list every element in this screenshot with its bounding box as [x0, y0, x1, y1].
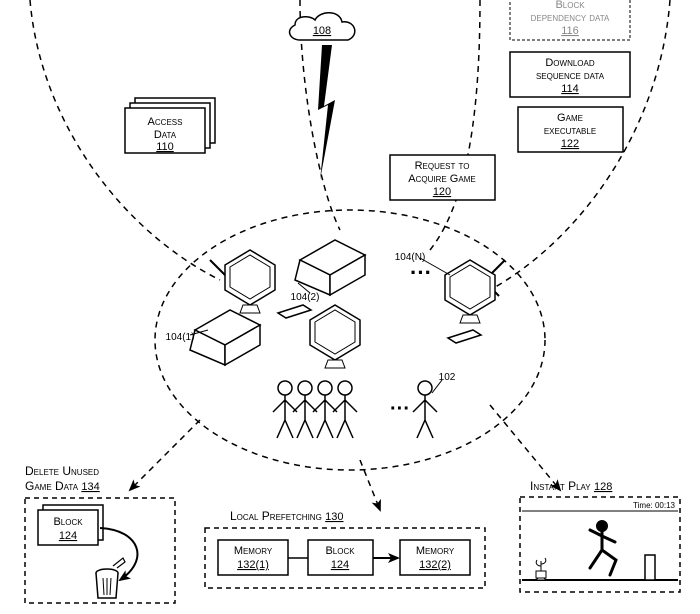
lightning-icon — [318, 45, 335, 180]
arrow-to-instant — [490, 405, 560, 490]
arrow-to-delete — [130, 420, 200, 490]
access-data-box: Access Data 110 — [125, 98, 215, 153]
arrow-to-prefetch — [360, 460, 380, 510]
ellipsis-devices: ··· — [410, 260, 432, 285]
svg-text:Delete Unused: Delete Unused — [25, 464, 99, 478]
obstacle-icon — [645, 555, 655, 580]
arc-mid-right — [430, 0, 480, 250]
svg-text:Data: Data — [154, 129, 177, 141]
svg-text:Instant Play 128: Instant Play 128 — [530, 479, 612, 493]
people-group — [273, 381, 357, 438]
monitor-icon-2 — [445, 260, 495, 323]
svg-text:Block: Block — [325, 545, 355, 557]
ellipsis-people: ··· — [390, 398, 410, 420]
svg-text:Block: Block — [53, 516, 83, 528]
game-exec-box: Game executable 122 — [518, 107, 623, 152]
device-label-1: 104(1) — [166, 332, 195, 343]
monitor-icon-3 — [310, 305, 360, 368]
svg-text:dependency data: dependency data — [531, 12, 610, 24]
block-dependency-box: Block dependency data 116 — [510, 0, 630, 40]
delete-section: Delete Unused Game Data 134 Block 124 — [25, 464, 175, 603]
svg-text:110: 110 — [156, 141, 174, 153]
svg-text:Time: 00:13: Time: 00:13 — [633, 501, 676, 510]
cloud-ref: 108 — [313, 25, 331, 37]
device-label-n: 104(N) — [395, 252, 426, 263]
svg-text:124: 124 — [331, 559, 349, 571]
svg-text:Block: Block — [555, 0, 585, 11]
svg-text:Local Prefetching 130: Local Prefetching 130 — [230, 509, 344, 523]
svg-text:Memory: Memory — [416, 545, 455, 557]
laptop-icon-2 — [190, 310, 260, 365]
monitor-icon-1 — [225, 250, 275, 313]
instant-play-section: Instant Play 128 Time: 00:13 — [520, 479, 680, 592]
phone-icon-2 — [448, 330, 481, 343]
svg-text:Memory: Memory — [234, 545, 273, 557]
svg-text:sequence data: sequence data — [536, 70, 605, 82]
request-box: Request to Acquire Game 120 — [390, 155, 495, 200]
svg-text:132(2): 132(2) — [419, 559, 451, 571]
svg-text:executable: executable — [544, 125, 596, 137]
svg-text:120: 120 — [433, 186, 451, 198]
svg-text:122: 122 — [561, 138, 579, 150]
svg-text:Access: Access — [148, 116, 183, 128]
svg-text:Acquire Game: Acquire Game — [408, 173, 475, 185]
svg-text:116: 116 — [561, 25, 579, 37]
laptop-icon-1 — [295, 240, 365, 295]
device-label-2: 104(2) — [291, 292, 320, 303]
svg-text:114: 114 — [561, 83, 579, 95]
cloud-icon: 108 — [290, 13, 355, 40]
svg-text:124: 124 — [59, 530, 77, 542]
svg-text:Game: Game — [557, 112, 583, 124]
svg-text:132(1): 132(1) — [237, 559, 269, 571]
svg-text:Game Data 134: Game Data 134 — [25, 479, 100, 493]
prefetch-section: Local Prefetching 130 Memory 132(1) Bloc… — [205, 509, 485, 588]
download-seq-box: Download sequence data 114 — [510, 52, 630, 97]
single-person — [413, 381, 437, 438]
svg-text:Request to: Request to — [415, 160, 470, 172]
svg-text:Download: Download — [545, 57, 595, 69]
diagram-canvas: 108 Access Data 110 Block dependency dat… — [0, 0, 700, 614]
phone-icon-1 — [278, 305, 311, 318]
